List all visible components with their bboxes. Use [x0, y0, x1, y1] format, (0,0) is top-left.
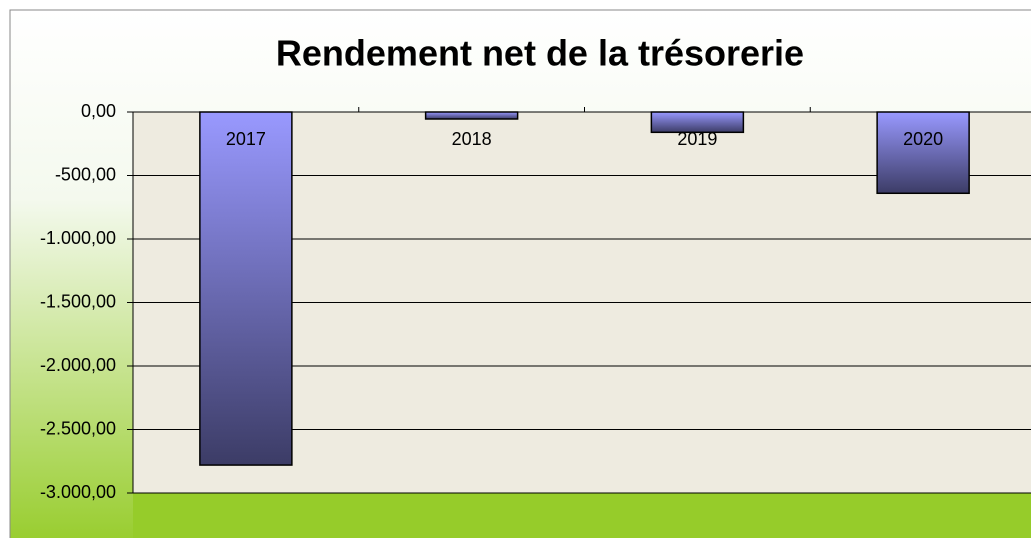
chart-title: Rendement net de la trésorerie	[276, 33, 804, 74]
y-tick-label: -2.500,00	[40, 418, 116, 438]
x-tick-label: 2020	[903, 129, 943, 149]
x-tick-label: 2019	[677, 129, 717, 149]
y-tick-label: -500,00	[55, 164, 116, 184]
bar	[650, 111, 745, 134]
bar	[199, 111, 293, 466]
y-tick-label: 0,00	[81, 101, 116, 121]
y-tick-label: -3.000,00	[40, 482, 116, 502]
y-tick-label: -1.500,00	[40, 291, 116, 311]
x-tick-label: 2018	[452, 129, 492, 149]
y-tick-label: -1.000,00	[40, 228, 116, 248]
bar	[876, 111, 970, 195]
bar	[424, 111, 519, 120]
floor	[133, 493, 1031, 538]
y-tick-label: -2.000,00	[40, 355, 116, 375]
x-tick-label: 2017	[226, 129, 266, 149]
